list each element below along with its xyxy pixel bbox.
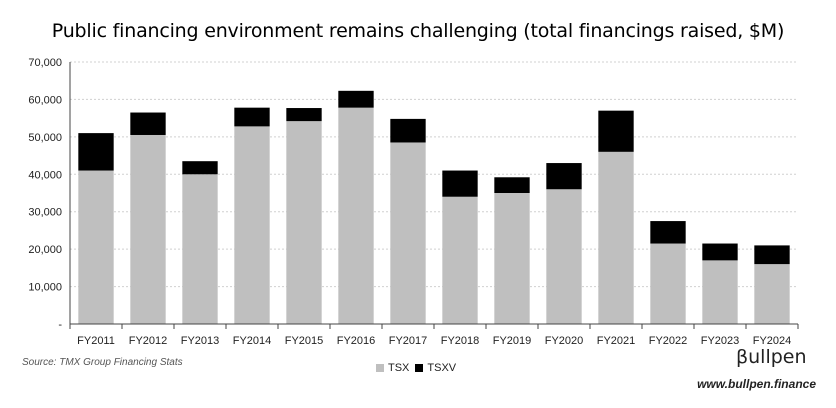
y-tick-label: 40,000	[28, 169, 62, 181]
legend-label-tsx: TSX	[388, 362, 410, 374]
x-tick-label: FY2020	[545, 335, 584, 347]
bar-tsxv-fy2013	[182, 161, 218, 175]
bar-tsx-fy2017	[390, 142, 426, 324]
x-tick-label: FY2016	[337, 335, 376, 347]
bar-tsxv-fy2012	[130, 112, 166, 135]
y-tick-label: 50,000	[28, 132, 62, 144]
bar-tsxv-fy2023	[702, 243, 738, 261]
brand-url: www.bullpen.finance	[697, 377, 816, 391]
legend: TSX TSXV	[376, 362, 456, 374]
brand-logo: βullpen	[736, 346, 807, 368]
bar-tsx-fy2014	[234, 126, 270, 325]
source-note: Source: TMX Group Financing Stats	[22, 357, 183, 368]
y-tick-label: 60,000	[28, 94, 62, 106]
bar-tsx-fy2013	[182, 174, 218, 324]
x-tick-label: FY2021	[597, 335, 636, 347]
bar-tsx-fy2023	[702, 260, 738, 324]
x-tick-label: FY2014	[233, 335, 272, 347]
x-tick-label: FY2023	[701, 335, 740, 347]
y-tick-label: 30,000	[28, 207, 62, 219]
y-tick-label: 10,000	[28, 282, 62, 294]
legend-swatch-tsxv	[415, 364, 424, 372]
bar-tsxv-fy2018	[442, 170, 478, 197]
bar-tsx-fy2021	[598, 151, 634, 324]
bar-tsx-fy2020	[546, 189, 582, 324]
x-tick-label: FY2017	[389, 335, 428, 347]
y-tick-label: 20,000	[28, 244, 62, 256]
legend-item-tsx: TSX	[376, 362, 409, 374]
bar-tsx-fy2024	[754, 264, 790, 324]
x-tick-label: FY2015	[285, 335, 324, 347]
x-tick-label: FY2024	[753, 335, 792, 347]
x-tick-label: FY2013	[181, 335, 220, 347]
bar-tsx-fy2016	[338, 107, 374, 324]
bar-tsx-fy2019	[494, 193, 530, 324]
bar-tsxv-fy2016	[338, 90, 374, 108]
chart-title: Public financing environment remains cha…	[51, 20, 785, 42]
bar-tsxv-fy2014	[234, 107, 270, 127]
y-tick-label: 70,000	[28, 57, 62, 69]
x-tick-label: FY2022	[649, 335, 688, 347]
bar-tsx-fy2015	[286, 121, 322, 324]
bar-tsxv-fy2022	[650, 221, 686, 244]
bar-tsxv-fy2021	[598, 110, 634, 152]
bar-tsxv-fy2017	[390, 118, 426, 143]
legend-item-tsxv: TSXV	[415, 362, 456, 374]
bar-tsx-fy2018	[442, 196, 478, 324]
legend-label-tsxv: TSXV	[427, 362, 457, 374]
x-tick-label: FY2018	[441, 335, 480, 347]
bar-tsx-fy2012	[130, 134, 166, 324]
bar-tsx-fy2022	[650, 243, 686, 324]
bar-tsxv-fy2019	[494, 177, 530, 193]
bar-tsx-fy2011	[78, 170, 114, 324]
bar-tsxv-fy2024	[754, 245, 790, 265]
bar-tsxv-fy2011	[78, 133, 114, 171]
x-tick-label: FY2019	[493, 335, 532, 347]
bar-tsxv-fy2015	[286, 108, 322, 122]
y-tick-label: -	[58, 319, 62, 331]
x-tick-label: FY2011	[77, 335, 115, 347]
x-tick-label: FY2012	[129, 335, 168, 347]
legend-swatch-tsx	[376, 364, 384, 372]
bar-tsxv-fy2020	[546, 163, 582, 190]
